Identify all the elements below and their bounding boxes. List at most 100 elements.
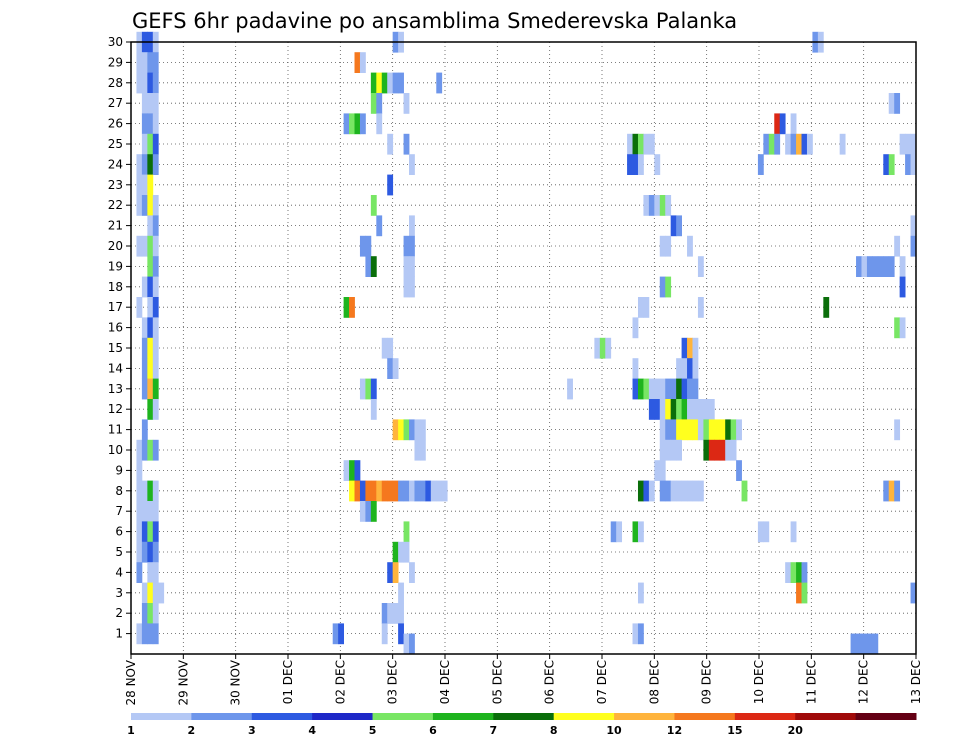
heatmap-cell [681, 399, 688, 420]
heatmap-cell [147, 72, 154, 94]
heatmap-cell [637, 521, 644, 543]
heatmap-cell [643, 133, 650, 155]
heatmap-cell [409, 276, 415, 298]
y-tick-label: 2 [115, 606, 123, 620]
heatmap-cell [670, 439, 677, 461]
heatmap-cell [141, 195, 148, 216]
heatmap-cell [376, 93, 383, 114]
y-tick-label: 21 [108, 219, 123, 233]
heatmap-cell [708, 439, 715, 461]
colorbar-tick-label: 10 [606, 724, 622, 737]
heatmap-cell [687, 358, 693, 379]
heatmap-cell [796, 133, 802, 155]
heatmap-cell [725, 439, 732, 461]
heatmap-cell [147, 521, 154, 543]
heatmap-cell [632, 378, 639, 400]
heatmap-cell [708, 419, 715, 441]
heatmap-cell [877, 256, 884, 277]
heatmap-cell [387, 72, 394, 94]
x-tick-label: 11 DEC [804, 660, 818, 704]
heatmap-cell [687, 337, 693, 359]
heatmap-cell [648, 133, 655, 155]
heatmap-cell [414, 480, 421, 502]
heatmap-cell [697, 419, 704, 441]
heatmap-cell [147, 501, 154, 522]
y-axis: 1234567891011121314151617181920212223242… [108, 35, 131, 641]
heatmap-cell [703, 419, 710, 441]
heatmap-cell [692, 378, 699, 400]
y-tick-label: 24 [108, 157, 123, 171]
heatmap-cell [152, 113, 159, 135]
heatmap-cell [354, 480, 361, 502]
heatmap-cell [736, 460, 742, 481]
heatmap-cell [894, 480, 901, 502]
y-tick-label: 14 [108, 361, 123, 375]
x-tick-label: 02 DEC [333, 660, 347, 704]
heatmap-cell [419, 419, 426, 441]
x-tick-label: 29 NOV [176, 659, 190, 705]
heatmap-cell [632, 154, 639, 175]
heatmap-cell [409, 480, 415, 502]
heatmap-cell [141, 419, 148, 441]
heatmap-cell [648, 378, 655, 400]
x-tick-label: 08 DEC [647, 660, 661, 704]
heatmap-cell [141, 623, 148, 645]
y-tick-label: 27 [108, 96, 123, 110]
heatmap-cell [152, 439, 159, 461]
heatmap-cell [594, 337, 601, 359]
heatmap-cell [806, 133, 813, 155]
heatmap-cell [670, 480, 677, 502]
heatmap-cell [141, 521, 148, 543]
heatmap-cell [147, 358, 154, 379]
heatmap-cell [905, 133, 911, 155]
heatmap-cell [152, 337, 159, 359]
heatmap-cell [152, 297, 159, 318]
heatmap-cell [141, 541, 148, 563]
heatmap-cell [392, 562, 399, 583]
heatmap-cell [136, 541, 143, 563]
heatmap-cell [779, 113, 786, 135]
heatmap-cell [676, 419, 682, 441]
heatmap-cell [665, 276, 672, 298]
heatmap-cell [790, 133, 797, 155]
heatmap-cell [861, 633, 868, 655]
x-tick-label: 12 DEC [857, 660, 871, 704]
x-tick-label: 30 NOV [229, 659, 243, 705]
heatmap-cell [839, 133, 846, 155]
colorbar-tick-label: 3 [248, 724, 256, 737]
heatmap-cell [670, 215, 677, 237]
heatmap-cell [152, 501, 159, 522]
colorbar-tick-label: 7 [489, 724, 497, 737]
heatmap-cell [719, 419, 726, 441]
heatmap-cell [730, 419, 737, 441]
heatmap-cell [147, 93, 154, 114]
heatmap-cell [627, 154, 633, 175]
heatmap-cell [141, 113, 148, 135]
heatmap-cell [398, 419, 404, 441]
grid [131, 42, 916, 654]
x-tick-label: 09 DEC [700, 660, 714, 704]
heatmap-cell [152, 541, 159, 563]
heatmap-cell [392, 358, 399, 379]
y-tick-label: 4 [115, 565, 123, 579]
heatmap-cell [354, 52, 361, 73]
heatmap-cell [665, 419, 672, 441]
heatmap-cell [141, 72, 148, 94]
heatmap-cell [894, 317, 901, 339]
heatmap-cell [141, 582, 148, 604]
heatmap-cell [659, 195, 666, 216]
heatmap-cell [643, 297, 650, 318]
heatmap-cell [899, 276, 906, 298]
heatmap-cell [866, 633, 873, 655]
heatmap-cell [147, 174, 154, 196]
heatmap-cell [687, 235, 693, 257]
heatmap-cell [141, 317, 148, 339]
heatmap-cell [681, 358, 688, 379]
heatmap-cell [632, 317, 639, 339]
heatmap-cell [343, 113, 350, 135]
heatmap-cell [692, 480, 699, 502]
heatmap-cell [856, 633, 862, 655]
heatmap-cell [376, 113, 383, 135]
heatmap-cell [796, 582, 802, 604]
heatmap-cell [632, 133, 639, 155]
